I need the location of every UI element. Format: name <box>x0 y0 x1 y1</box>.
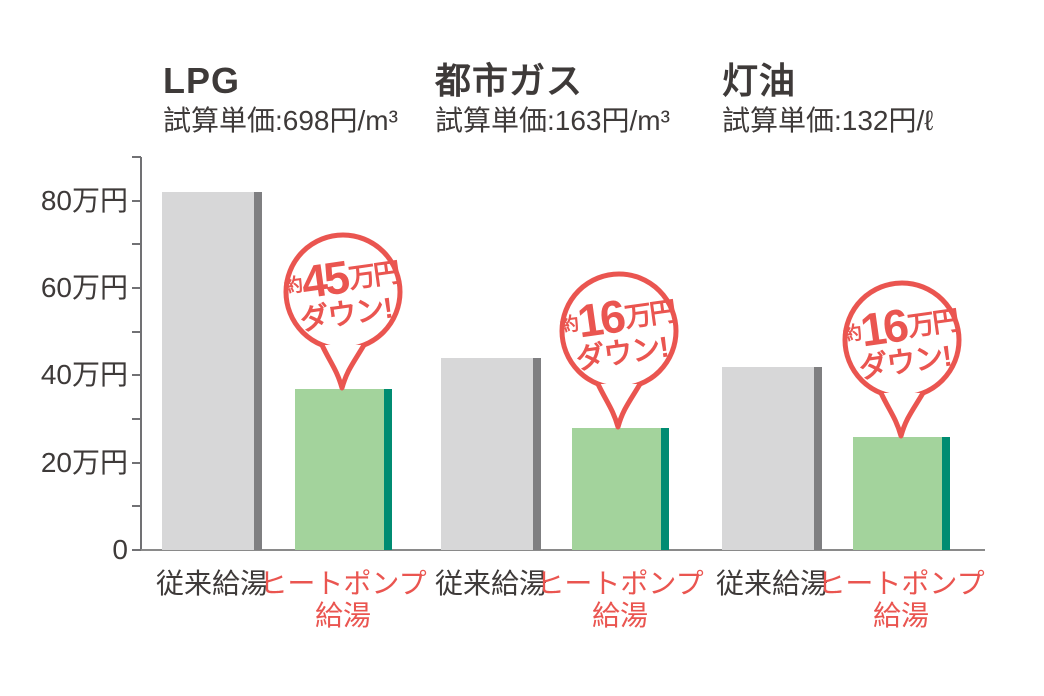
y-axis-tick <box>132 286 141 289</box>
x-label-conventional-lpg: 従来給湯 <box>155 568 268 599</box>
x-label-heatpump-line1: ヒートポンプ <box>536 568 704 599</box>
x-label-heatpump-line2: 給湯 <box>872 600 929 631</box>
x-label-heatpump-line2: 給湯 <box>591 600 648 631</box>
group-header-lpg: LPG 試算単価:698円/m³ <box>163 60 398 138</box>
y-axis-tick <box>132 199 141 202</box>
group-title-city-gas: 都市ガス <box>435 60 584 101</box>
y-axis-tick-label: 80万円 <box>40 184 128 216</box>
savings-unit: 万円 <box>346 256 401 294</box>
savings-text-lpg: 約 45 万円 ダウン! <box>272 233 415 350</box>
group-subtitle-kerosene: 試算単価:132円/ℓ <box>722 105 934 136</box>
y-axis-tick-label: 0 <box>112 534 128 565</box>
y-axis-tick-label: 60万円 <box>40 271 128 303</box>
y-axis-line <box>140 157 142 551</box>
savings-bubble-kerosene: 約 16 万円 ダウン! <box>837 278 967 443</box>
y-axis-tick <box>132 155 141 158</box>
group-header-city-gas: 都市ガス 試算単価:163円/m³ <box>435 60 670 138</box>
savings-unit: 万円 <box>622 295 677 333</box>
group-subtitle-city-gas: 試算単価:163円/m³ <box>435 105 670 136</box>
y-axis-tick <box>132 461 141 464</box>
group-title-kerosene: 灯油 <box>722 60 797 101</box>
x-label-heatpump-city-gas: ヒートポンプ 給湯 <box>520 568 720 632</box>
speech-bubble-shape <box>283 232 403 391</box>
savings-bubble-city-gas: 約 16 万円 ダウン! <box>554 269 684 434</box>
y-axis-tick <box>132 417 141 420</box>
speech-bubble-shape <box>842 280 962 439</box>
y-axis-tick <box>132 549 141 551</box>
bar-conventional-city-gas <box>441 358 541 550</box>
y-axis-tick-label: 40万円 <box>40 359 128 391</box>
bar-conventional-lpg <box>162 192 262 550</box>
bar-heatpump-kerosene <box>853 437 950 550</box>
group-title-lpg: LPG <box>163 60 241 101</box>
savings-text-city-gas: 約 16 万円 ダウン! <box>548 272 691 389</box>
y-axis-tick <box>132 330 141 333</box>
speech-bubble-shape <box>559 271 679 430</box>
bar-conventional-kerosene <box>722 367 822 550</box>
y-axis-tick <box>132 505 141 508</box>
y-axis-tick-label: 20万円 <box>40 446 128 478</box>
bar-heatpump-city-gas <box>572 428 669 550</box>
y-axis-tick <box>132 374 141 377</box>
x-axis-line <box>141 549 985 551</box>
x-label-heatpump-line1: ヒートポンプ <box>817 568 985 599</box>
savings-amount: 16 <box>857 298 910 357</box>
x-label-conventional-kerosene: 従来給湯 <box>715 568 828 599</box>
group-header-kerosene: 灯油 試算単価:132円/ℓ <box>722 60 933 138</box>
savings-bubble-lpg: 約 45 万円 ダウン! <box>278 230 408 395</box>
group-subtitle-lpg: 試算単価:698円/m³ <box>163 105 398 136</box>
x-label-heatpump-line2: 給湯 <box>314 600 371 631</box>
savings-amount: 45 <box>298 250 351 309</box>
savings-amount: 16 <box>574 289 627 348</box>
savings-unit: 万円 <box>905 304 960 342</box>
x-label-heatpump-lpg: ヒートポンプ 給湯 <box>243 568 443 632</box>
savings-text-kerosene: 約 16 万円 ダウン! <box>831 281 974 398</box>
x-label-heatpump-line1: ヒートポンプ <box>259 568 427 599</box>
x-label-heatpump-kerosene: ヒートポンプ 給湯 <box>801 568 1001 632</box>
bar-heatpump-lpg <box>295 389 392 550</box>
y-axis-tick <box>132 243 141 246</box>
x-label-conventional-city-gas: 従来給湯 <box>434 568 547 599</box>
